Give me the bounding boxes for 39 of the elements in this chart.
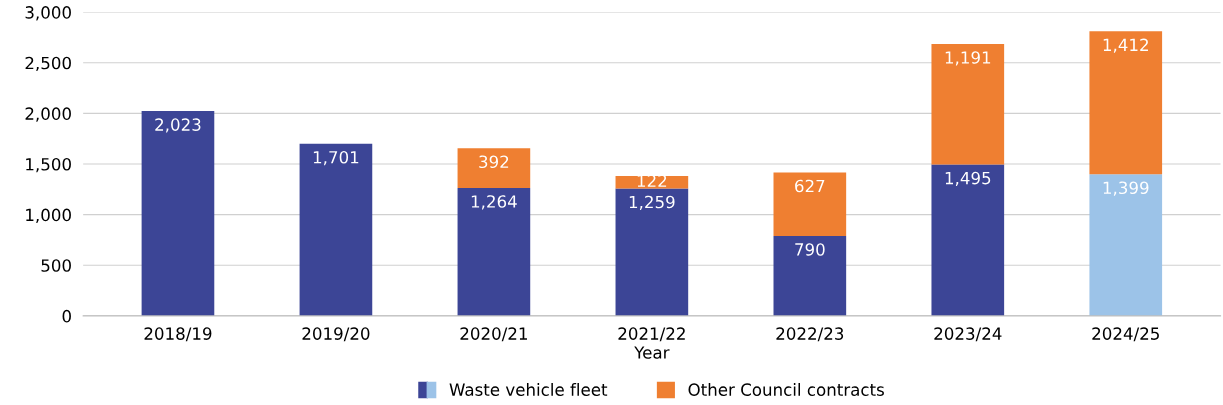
bar bbox=[457, 187, 531, 316]
y-tick-label: 2,000 bbox=[25, 107, 71, 122]
legend-label: Other Council contracts bbox=[688, 383, 884, 396]
x-tick-label: 2018/19 bbox=[144, 327, 212, 342]
data-label: 2,023 bbox=[155, 118, 201, 133]
bar bbox=[773, 235, 847, 316]
data-label: 627 bbox=[795, 179, 825, 193]
bar bbox=[1089, 174, 1163, 316]
data-label: 1,264 bbox=[471, 195, 517, 210]
data-label: 1,259 bbox=[629, 195, 675, 210]
y-tick-label: 2,500 bbox=[25, 56, 71, 72]
data-label: 1,412 bbox=[1103, 38, 1148, 53]
data-label: 392 bbox=[479, 155, 509, 169]
data-label: 1,495 bbox=[945, 171, 991, 187]
bar bbox=[1089, 31, 1163, 175]
y-tick-label: 500 bbox=[41, 259, 71, 272]
x-tick-label: 2024/25 bbox=[1092, 327, 1159, 342]
x-tick-label: 2021/22 bbox=[618, 327, 685, 342]
legend-label: Waste vehicle fleet bbox=[449, 383, 608, 396]
data-label: 790 bbox=[795, 243, 825, 256]
y-tick-label: 1,000 bbox=[26, 208, 71, 223]
y-tick-label: 3,000 bbox=[25, 6, 71, 21]
data-label: 1,191 bbox=[945, 51, 991, 66]
data-label: 1,701 bbox=[313, 150, 359, 166]
bar bbox=[931, 164, 1005, 316]
x-axis-title: Year bbox=[634, 346, 670, 359]
y-tick-label: 1,500 bbox=[26, 157, 71, 173]
bar bbox=[141, 111, 215, 316]
x-tick-label: 2019/20 bbox=[302, 327, 370, 342]
data-label: 1,399 bbox=[1103, 181, 1149, 196]
x-tick-label: 2022/23 bbox=[776, 327, 844, 342]
bar bbox=[615, 188, 689, 316]
bar bbox=[457, 148, 531, 188]
bar bbox=[299, 143, 373, 316]
x-tick-label: 2023/24 bbox=[934, 327, 1002, 342]
bar bbox=[931, 43, 1005, 165]
bar bbox=[773, 172, 847, 236]
x-tick-label: 2020/21 bbox=[460, 327, 527, 342]
y-tick-label: 0 bbox=[62, 309, 71, 323]
